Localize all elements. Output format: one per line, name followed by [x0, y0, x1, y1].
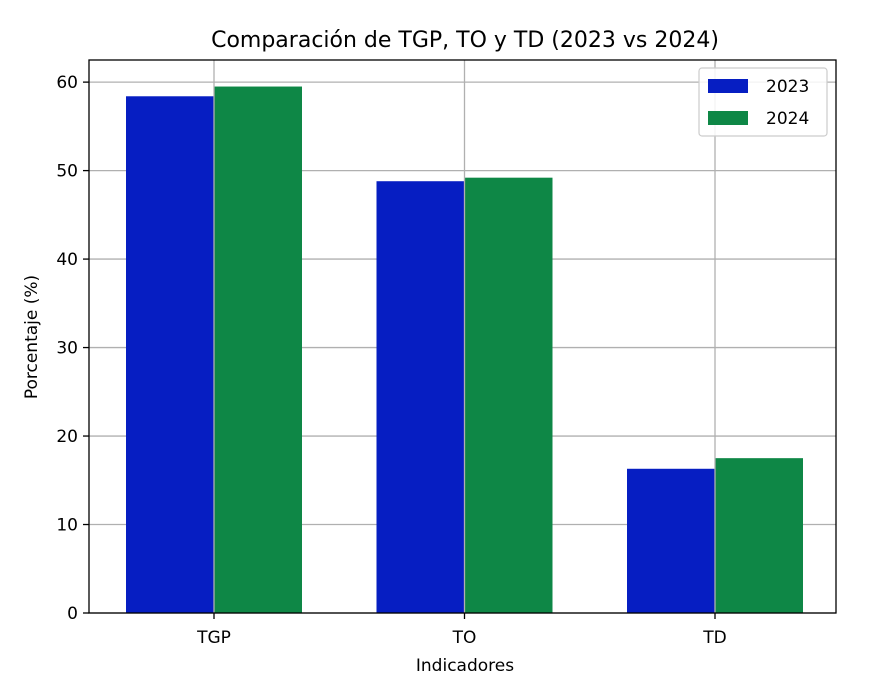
chart-title: Comparación de TGP, TO y TD (2023 vs 202… — [211, 28, 719, 53]
legend-label-2023: 2023 — [766, 77, 809, 97]
y-axis-label: Porcentaje (%) — [22, 275, 42, 399]
y-tick-label: 30 — [56, 339, 78, 359]
bars — [126, 60, 803, 614]
legend-swatch-2024 — [708, 111, 748, 125]
bar-td-2024 — [715, 458, 803, 613]
bar-to-2024 — [464, 177, 553, 613]
x-tick-label-td: TD — [702, 628, 726, 648]
plot-frame — [88, 59, 837, 614]
y-tick-label: 50 — [56, 162, 78, 182]
y-axis-ticks: 0 10 20 30 40 50 60 — [56, 73, 89, 624]
bar-to-2023 — [376, 181, 465, 614]
y-tick-label: 40 — [56, 250, 78, 270]
y-tick-label: 20 — [56, 427, 78, 447]
x-tick-label-to: TO — [452, 628, 477, 648]
legend-swatch-2023 — [708, 79, 748, 93]
bar-tgp-2023 — [126, 96, 214, 614]
y-tick-label: 10 — [56, 516, 78, 536]
bar-tgp-2024 — [214, 86, 302, 613]
x-axis-label: Indicadores — [416, 656, 514, 676]
y-tick-label: 0 — [67, 604, 78, 624]
legend-label-2024: 2024 — [766, 109, 809, 129]
y-tick-label: 60 — [56, 73, 78, 93]
x-tick-label-tgp: TGP — [196, 628, 231, 648]
legend: 2023 2024 — [698, 67, 828, 137]
x-axis-ticks: TGP TO TD — [196, 613, 727, 648]
bar-td-2023 — [627, 468, 715, 613]
